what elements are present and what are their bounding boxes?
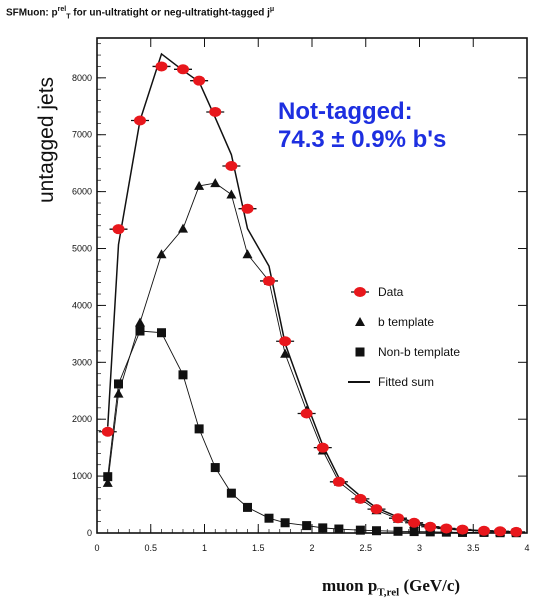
chart-title-middle: for un-ultratight or neg-ultratight-tagg… [70, 7, 270, 19]
x-tick-label: 2.5 [359, 543, 372, 553]
y-axis-ticks: 0 1000 2000 3000 4000 5000 6000 7000 8000 [72, 43, 527, 538]
nonb-template-point [425, 527, 435, 537]
legend-label-b-template: b template [378, 315, 435, 329]
x-axis-ticks: 0 0.5 1 1.5 2 2.5 3 3.5 4 [94, 38, 530, 553]
x-tick-label: 1.5 [252, 543, 265, 553]
annotation-line-2: 74.3 ± 0.9% b's [278, 126, 447, 153]
nonb-template-point [243, 502, 252, 512]
data-point [263, 275, 275, 286]
x-tick-label: 0 [94, 543, 99, 553]
data-point [424, 521, 437, 532]
y-tick-label: 7000 [72, 130, 92, 140]
markers-layer [98, 61, 526, 538]
data-point [177, 64, 189, 75]
legend-label-fitted-sum: Fitted sum [378, 375, 435, 389]
nonb-template-point [135, 326, 145, 336]
data-point [370, 504, 383, 515]
chart-title-sup-rel: rel [57, 6, 67, 13]
x-axis-label: muon pT,rel (GeV/c) [322, 576, 460, 598]
nonb-template-point [210, 463, 220, 473]
legend-marker-nonb-template [355, 347, 365, 357]
x-tick-label: 1 [202, 543, 207, 553]
nonb-template-point [280, 518, 290, 528]
y-tick-label: 5000 [72, 244, 92, 254]
data-point [478, 525, 490, 536]
b-template-point [102, 477, 113, 487]
data-point [456, 524, 469, 535]
nonb-template-point [114, 379, 123, 389]
nonb-template-point [318, 523, 328, 533]
nonb-template-point [355, 525, 365, 535]
b-template-point [156, 249, 167, 259]
y-tick-label: 2000 [72, 414, 92, 424]
data-point [225, 161, 238, 172]
y-tick-label: 8000 [72, 73, 92, 83]
chart-title-sup-mu: μ [269, 6, 275, 13]
data-point [134, 115, 146, 126]
x-axis-label-unit: (GeV/c) [399, 576, 461, 595]
x-tick-label: 2 [309, 543, 314, 553]
b-template-point [242, 249, 253, 259]
nonb-template-point [372, 526, 381, 536]
y-tick-label: 0 [87, 528, 92, 538]
b-template-point [135, 317, 145, 327]
x-tick-label: 4 [524, 543, 529, 553]
data-point [510, 526, 523, 537]
nonb-template-point [409, 527, 419, 537]
y-tick-label: 6000 [72, 187, 92, 197]
data-point [101, 426, 114, 437]
legend-marker-b-template [355, 317, 365, 326]
nonb-template-point [103, 472, 113, 482]
nonb-template-point [226, 488, 236, 498]
data-point [209, 106, 222, 117]
data-point [408, 517, 421, 528]
y-tick-label: 3000 [72, 357, 92, 367]
y-tick-label: 4000 [72, 300, 92, 310]
b-template-point [178, 223, 188, 233]
b-template-point [113, 388, 124, 398]
x-tick-label: 3.5 [467, 543, 480, 553]
x-axis-label-sub: T,rel [377, 586, 400, 599]
data-point [300, 408, 313, 419]
chart-title: SFMuon: prelT for un-ultratight or neg-u… [6, 6, 274, 20]
data-point [392, 513, 404, 524]
y-tick-label: 1000 [72, 471, 92, 481]
nonb-template-line [107, 330, 517, 534]
chart-title-prefix: SFMuon: p [6, 7, 58, 19]
legend-markers [348, 287, 370, 383]
data-point [193, 75, 206, 86]
data-point [440, 523, 453, 534]
data-point [112, 224, 125, 235]
data-point [332, 476, 345, 487]
data-point [279, 336, 292, 347]
x-axis-label-main: muon p [322, 576, 378, 595]
data-point [354, 493, 367, 504]
data-point [316, 442, 329, 453]
nonb-template-point [302, 521, 312, 531]
legend-label-data: Data [378, 285, 404, 299]
legend-label-nonb-template: Non-b template [378, 345, 461, 359]
b-template-point [280, 348, 291, 358]
x-tick-label: 3 [417, 543, 422, 553]
b-template-point [210, 178, 221, 188]
legend-marker-data [354, 287, 366, 297]
nonb-template-point [393, 526, 403, 536]
x-tick-label: 0.5 [144, 543, 157, 553]
chart-title-sub-t: T [66, 13, 71, 21]
nonb-template-point [157, 328, 166, 338]
annotation-line-1: Not-tagged: [278, 98, 413, 125]
nonb-template-point [334, 524, 344, 534]
data-point [494, 526, 507, 537]
y-axis-label: untagged jets [35, 76, 58, 204]
b-template-point [226, 189, 237, 199]
data-point [155, 61, 168, 72]
nonb-template-point [264, 513, 274, 523]
nonb-template-point [178, 370, 188, 380]
data-point [241, 203, 254, 214]
b-template-point [194, 180, 205, 190]
nonb-template-point [194, 424, 204, 434]
